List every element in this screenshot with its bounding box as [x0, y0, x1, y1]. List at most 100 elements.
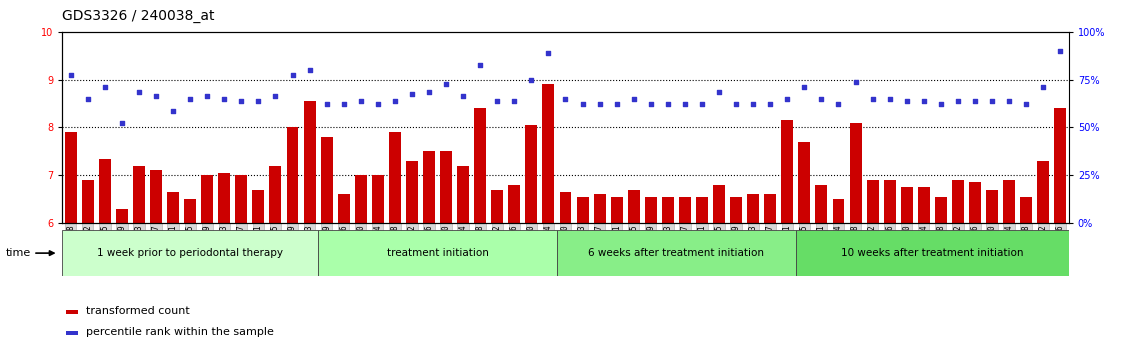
Point [590, 101, 608, 107]
Bar [560, 192, 571, 223]
Bar [286, 127, 299, 223]
Bar [662, 197, 674, 223]
Point [641, 101, 659, 107]
Text: time: time [6, 248, 31, 258]
Point [898, 98, 916, 104]
Point [62, 72, 80, 78]
Bar [713, 185, 725, 223]
Bar [526, 125, 537, 223]
Text: 1 week prior to periodontal therapy: 1 week prior to periodontal therapy [97, 248, 283, 258]
Point [829, 101, 847, 107]
Point [523, 77, 541, 82]
Bar [986, 190, 998, 223]
Bar [866, 180, 879, 223]
Point [744, 101, 762, 107]
Text: 6 weeks after treatment initiation: 6 weeks after treatment initiation [588, 248, 765, 258]
Point [489, 98, 507, 104]
Point [352, 98, 370, 104]
Text: percentile rank within the sample: percentile rank within the sample [86, 327, 274, 337]
Bar [696, 197, 708, 223]
FancyBboxPatch shape [318, 230, 556, 276]
Bar [66, 310, 78, 314]
Point [318, 101, 336, 107]
Point [1000, 98, 1018, 104]
Bar [355, 175, 366, 223]
Point [573, 101, 592, 107]
Point [454, 93, 472, 99]
Bar [423, 152, 435, 223]
Bar [628, 190, 640, 223]
Bar [917, 187, 930, 223]
Point [147, 93, 165, 99]
Bar [389, 132, 400, 223]
FancyBboxPatch shape [556, 230, 796, 276]
Point [676, 101, 694, 107]
Point [232, 98, 250, 104]
Bar [252, 190, 265, 223]
Point [284, 72, 302, 78]
Bar [577, 197, 588, 223]
Bar [406, 161, 418, 223]
Point [1017, 101, 1035, 107]
Bar [952, 180, 964, 223]
Bar [184, 199, 196, 223]
Point [113, 120, 131, 126]
Bar [440, 152, 452, 223]
Point [778, 96, 796, 102]
Bar [594, 194, 605, 223]
Bar [935, 197, 947, 223]
Bar [218, 173, 231, 223]
Bar [645, 197, 657, 223]
Bar [167, 192, 179, 223]
Point [249, 98, 267, 104]
Point [846, 79, 864, 85]
Bar [782, 120, 793, 223]
Bar [543, 84, 554, 223]
Point [624, 96, 642, 102]
Point [96, 84, 114, 90]
Text: 10 weeks after treatment initiation: 10 weeks after treatment initiation [841, 248, 1024, 258]
Point [198, 93, 216, 99]
Point [607, 101, 625, 107]
Point [301, 67, 319, 73]
Point [437, 81, 455, 87]
Point [1034, 84, 1052, 90]
Bar [338, 194, 349, 223]
Point [983, 98, 1001, 104]
Bar [81, 180, 94, 223]
Point [164, 108, 182, 114]
Bar [457, 166, 469, 223]
Bar [1003, 180, 1015, 223]
Point [472, 62, 490, 68]
Point [915, 98, 933, 104]
Bar [1020, 197, 1033, 223]
FancyBboxPatch shape [796, 230, 1069, 276]
Point [795, 84, 813, 90]
Point [761, 101, 779, 107]
Point [1051, 48, 1069, 54]
Bar [66, 331, 78, 335]
Point [369, 101, 387, 107]
Text: transformed count: transformed count [86, 306, 190, 316]
Point [215, 96, 233, 102]
Point [539, 51, 558, 56]
Point [267, 93, 285, 99]
Bar [116, 209, 128, 223]
Point [710, 89, 728, 95]
Bar [235, 175, 248, 223]
Bar [303, 101, 316, 223]
Bar [849, 123, 862, 223]
Bar [508, 185, 520, 223]
Point [693, 101, 711, 107]
Bar [832, 199, 845, 223]
Bar [679, 197, 691, 223]
Point [386, 98, 404, 104]
Point [506, 98, 524, 104]
Bar [372, 175, 383, 223]
Bar [765, 194, 776, 223]
Point [727, 101, 745, 107]
Bar [1054, 108, 1067, 223]
Bar [883, 180, 896, 223]
Point [812, 96, 830, 102]
Point [932, 101, 950, 107]
